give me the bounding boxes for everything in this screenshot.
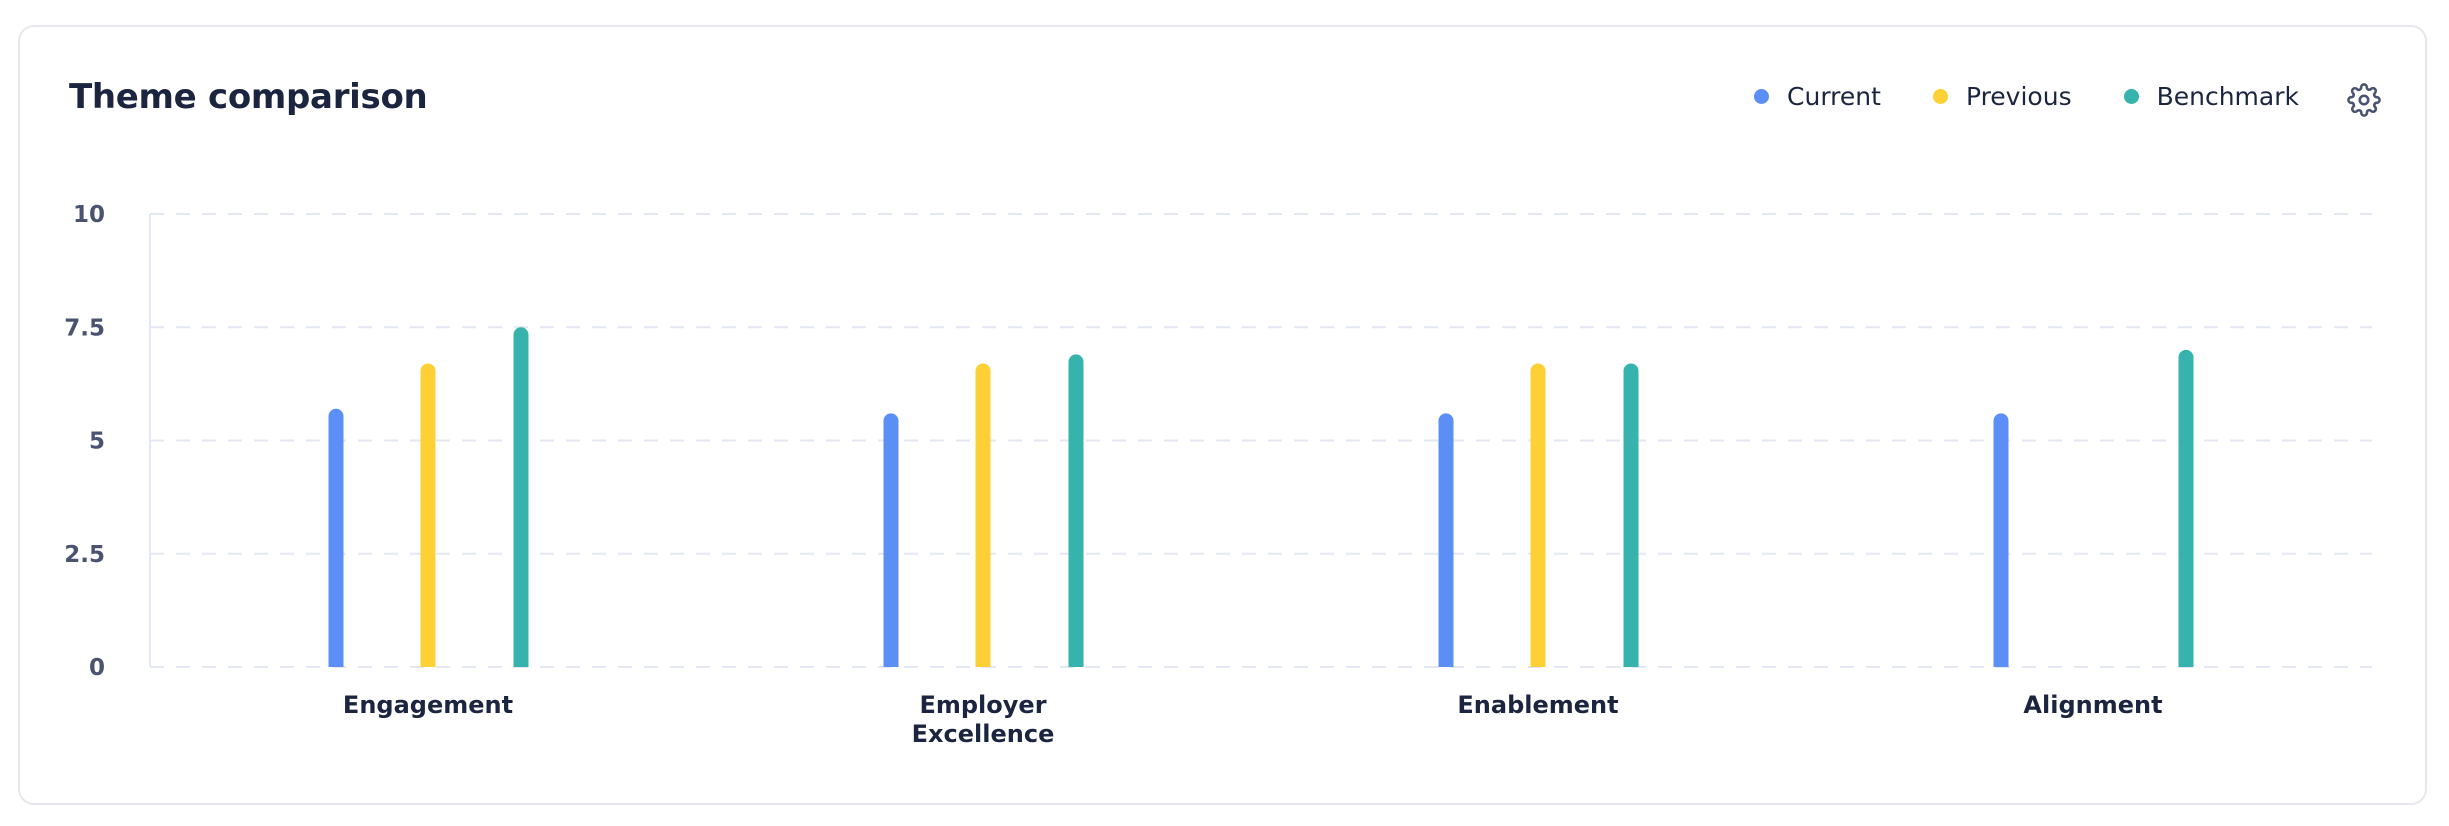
bar-current-0 bbox=[328, 408, 344, 667]
bar-benchmark-2 bbox=[1623, 363, 1639, 667]
legend-label-current: Current bbox=[1787, 82, 1881, 111]
bar-current-3 bbox=[1993, 413, 2009, 667]
bar-current-2 bbox=[1438, 413, 1454, 667]
legend-item-benchmark[interactable]: Benchmark bbox=[2123, 82, 2299, 111]
legend-item-current[interactable]: Current bbox=[1754, 82, 1881, 111]
y-tick-label: 7.5 bbox=[64, 315, 105, 341]
x-tick-label: Excellence bbox=[912, 720, 1055, 748]
bar-previous-0 bbox=[420, 363, 436, 667]
legend-swatch-current bbox=[1754, 89, 1770, 104]
x-tick-label: Engagement bbox=[343, 691, 513, 719]
legend-swatch-benchmark bbox=[2123, 89, 2139, 104]
gear-icon[interactable] bbox=[2347, 83, 2381, 117]
bar-benchmark-0 bbox=[513, 327, 529, 667]
y-tick-label: 10 bbox=[73, 202, 105, 228]
x-tick-label: Employer bbox=[919, 691, 1046, 719]
x-tick-label: Alignment bbox=[2023, 691, 2162, 719]
chart-legend: Current Previous Benchmark bbox=[1754, 82, 2299, 111]
chart-title: Theme comparison bbox=[69, 77, 428, 117]
y-tick-label: 2.5 bbox=[64, 542, 105, 568]
chart-card: Theme comparison Current Previous Benchm… bbox=[18, 25, 2427, 805]
bar-current-1 bbox=[883, 413, 899, 667]
y-tick-label: 0 bbox=[89, 655, 105, 681]
legend-label-previous: Previous bbox=[1965, 82, 2072, 111]
x-tick-label: Enablement bbox=[1457, 691, 1618, 719]
legend-swatch-previous bbox=[1932, 89, 1948, 104]
bar-previous-1 bbox=[975, 363, 991, 667]
bar-benchmark-3 bbox=[2178, 349, 2194, 667]
bar-benchmark-1 bbox=[1068, 354, 1084, 667]
legend-label-benchmark: Benchmark bbox=[2156, 82, 2299, 111]
y-tick-label: 5 bbox=[89, 429, 105, 455]
legend-item-previous[interactable]: Previous bbox=[1932, 82, 2072, 111]
bar-previous-2 bbox=[1530, 363, 1546, 667]
